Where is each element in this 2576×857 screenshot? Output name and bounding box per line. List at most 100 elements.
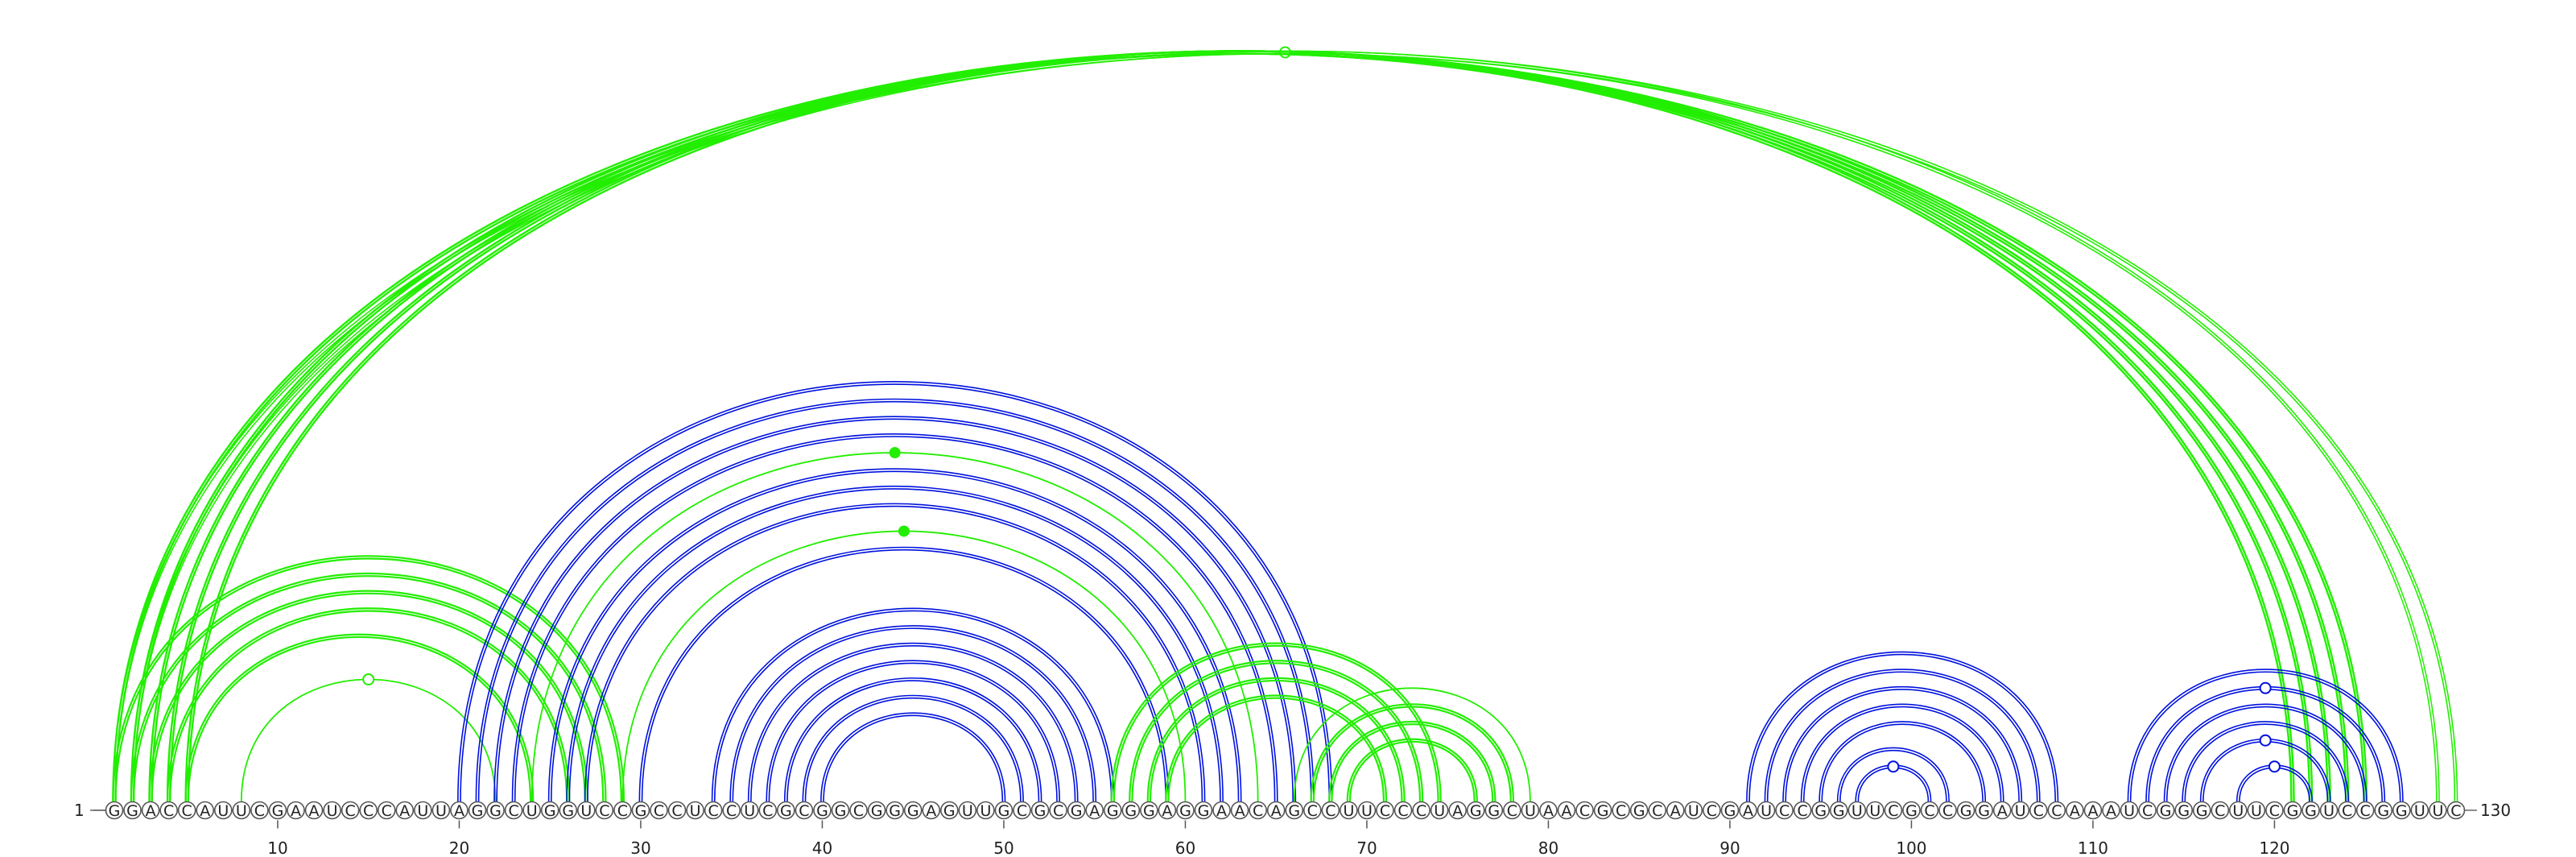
nucleotide-letter: A — [2070, 802, 2080, 820]
nucleotide-circle — [958, 801, 977, 820]
base-pair-arc-114-125 — [2163, 703, 2368, 802]
nucleotide-letter: C — [1579, 802, 1590, 820]
nucleotide: G — [1720, 801, 1740, 820]
nucleotide-circle — [831, 801, 850, 820]
nucleotide: G — [2156, 801, 2175, 820]
nucleotide-circle — [2392, 801, 2411, 820]
base-pair-arc-96-102-inner — [1839, 749, 1947, 802]
nucleotide-circle — [922, 801, 941, 820]
tick-label: 10 — [267, 838, 287, 857]
base-pair-arc-112-127 — [2127, 669, 2404, 802]
nucleotide-letter: C — [617, 802, 628, 820]
base-pair-arc-115-124 — [2182, 721, 2350, 802]
nucleotide: U — [1340, 801, 1358, 820]
nucleotide: G — [777, 801, 795, 820]
nucleotide-circle — [2283, 801, 2302, 820]
base-pair-arc-69-76 — [1346, 738, 1478, 802]
nucleotide-circle — [1357, 801, 1377, 820]
nucleotide: G — [2374, 801, 2393, 820]
nucleotide-letter: G — [2178, 802, 2190, 820]
nucleotide-circle — [395, 801, 415, 820]
base-pair-arc-91-108 — [1746, 651, 2059, 802]
nucleotide-letter: C — [1942, 802, 1953, 820]
nucleotide-letter: C — [1380, 802, 1390, 820]
base-pair-arc-23-65 — [511, 433, 1278, 802]
tick-label: 60 — [1175, 838, 1195, 857]
nucleotide-circle — [504, 801, 523, 820]
nucleotide-circle — [1648, 801, 1667, 820]
nucleotide: C — [177, 801, 196, 820]
nucleotide: G — [1140, 801, 1158, 820]
base-pair-arc-67-78 — [1310, 703, 1515, 802]
arc-layer — [112, 46, 2458, 802]
nucleotide: C — [1920, 801, 1939, 820]
nucleotide-letter: U — [2432, 802, 2443, 820]
nucleotide: U — [2410, 801, 2429, 820]
nucleotide: A — [1666, 801, 1685, 820]
nucleotide-letter: C — [2142, 802, 2153, 820]
nucleotide: C — [1013, 801, 1031, 820]
nucleotide-circle — [758, 801, 778, 820]
arc-marker — [2259, 734, 2272, 747]
nucleotide-letter: G — [562, 802, 574, 820]
nucleotide: C — [1303, 801, 1322, 820]
nucleotide: G — [831, 801, 850, 820]
tick-label: 40 — [812, 838, 832, 857]
nucleotide: G — [1103, 801, 1122, 820]
nucleotide-circle — [287, 801, 305, 820]
base-pair-arc-1-130-inner — [114, 52, 2456, 802]
nucleotide: C — [250, 801, 269, 820]
nucleotide-letter: A — [1235, 802, 1245, 820]
nucleotide-letter: A — [146, 802, 156, 820]
nucleotide-letter: C — [671, 802, 682, 820]
nucleotide: C — [722, 801, 741, 820]
base-pair-arc-23-65-inner — [514, 436, 1276, 802]
base-pair-arc-20-68 — [457, 381, 1333, 802]
nucleotide-circle — [323, 801, 341, 820]
nucleotide-circle — [213, 801, 233, 820]
nucleotide-circle — [1303, 801, 1322, 820]
nucleotide-letter: A — [2106, 802, 2116, 820]
nucleotide: G — [540, 801, 559, 820]
nucleotide-circle — [1938, 801, 1957, 820]
nucleotide: G — [2301, 801, 2320, 820]
nucleotide: C — [1612, 801, 1630, 820]
nucleotide-circle — [1412, 801, 1430, 820]
nucleotide-letter: G — [907, 802, 919, 820]
nucleotide: U — [1684, 801, 1703, 820]
nucleotide-circle — [1539, 801, 1558, 820]
nucleotide-circle — [1866, 801, 1885, 820]
nucleotide-circle — [667, 801, 687, 820]
nucleotide-letter: C — [2215, 802, 2225, 820]
nucleotide-circle — [631, 801, 650, 820]
nucleotide-circle — [341, 801, 360, 820]
nucleotide-circle — [940, 801, 959, 820]
nucleotide: U — [431, 801, 451, 820]
nucleotide-circle — [1013, 801, 1031, 820]
nucleotide-letter: C — [2269, 802, 2280, 820]
base-pair-arc-2-124-inner — [132, 52, 2347, 802]
base-pair-arc-91-108-inner — [1748, 653, 2057, 802]
base-pair-arc-3-123 — [148, 50, 2331, 802]
nucleotide-letter: U — [962, 802, 973, 820]
nucleotide: G — [1902, 801, 1921, 820]
nucleotide-circle — [1340, 801, 1358, 820]
nucleotide-letter: A — [200, 802, 210, 820]
nucleotide-circle — [414, 801, 432, 820]
nucleotide: G — [468, 801, 487, 820]
nucleotide-letter: G — [2377, 802, 2389, 820]
nucleotide-letter: C — [2051, 802, 2062, 820]
nucleotide-letter: A — [1562, 802, 1572, 820]
nucleotide-circle — [722, 801, 741, 820]
nucleotide-circle — [540, 801, 559, 820]
base-pair-arc-3-123-inner — [151, 52, 2329, 802]
nucleotide-circle — [1521, 801, 1540, 820]
nucleotide-letter: U — [1361, 802, 1373, 820]
base-pair-arc-114-125-inner — [2165, 706, 2365, 802]
base-pair-arc-27-61-inner — [587, 505, 1203, 802]
nucleotide-circle — [2174, 801, 2193, 820]
nucleotide: G — [1176, 801, 1195, 820]
nucleotide-letter: U — [2232, 802, 2244, 820]
base-pair-arc-93-106 — [1782, 685, 2023, 802]
